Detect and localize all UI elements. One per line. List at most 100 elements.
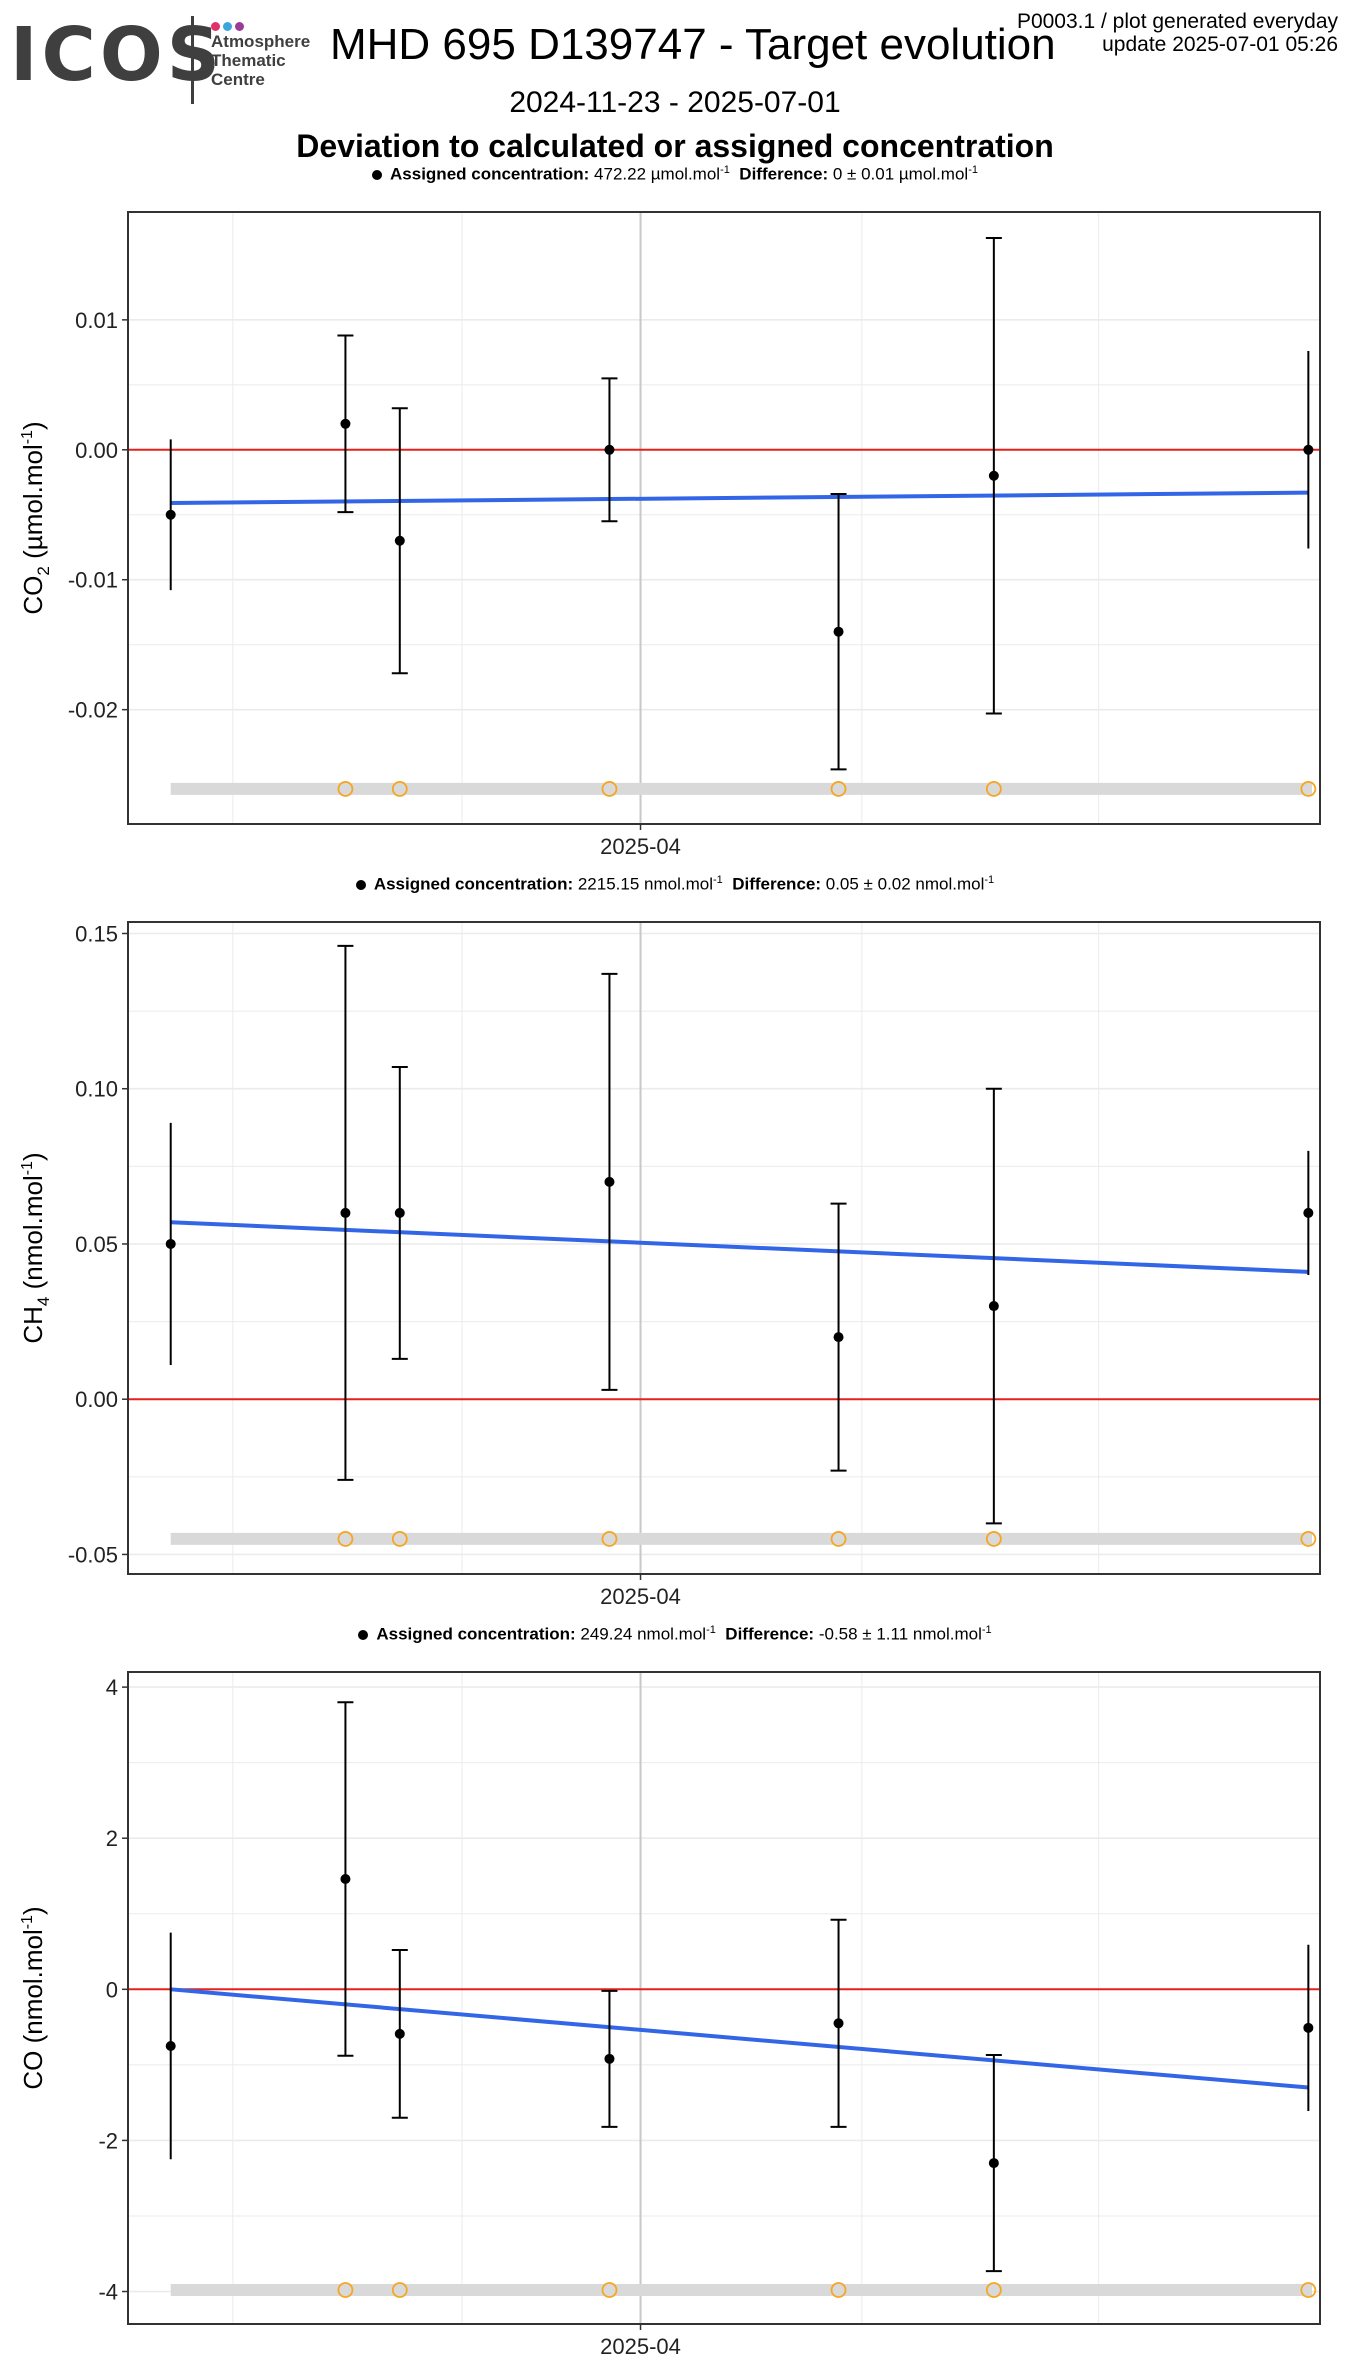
logo-dot [211, 22, 220, 31]
data-point [833, 2018, 844, 2029]
legend-assigned-label: Assigned concentration: [390, 164, 595, 184]
y-tick-label: 0.00 [75, 438, 118, 463]
legend-difference-exp: -1 [968, 164, 978, 176]
legend: Assigned concentration: 249.24 nmol.mol -… [0, 1624, 1350, 1645]
reference-marker [985, 1531, 1002, 1547]
y-tick-label: 0.01 [75, 308, 118, 333]
y-axis-unit: (nmol.mol [18, 1175, 48, 1296]
data-point [394, 2028, 405, 2039]
date-range: 2024-11-23 - 2025-07-01 [509, 86, 841, 119]
data-point [1303, 2022, 1314, 2033]
legend-difference-exp: -1 [984, 874, 995, 886]
plot-frame [127, 1671, 1321, 2325]
data-point [340, 1207, 351, 1218]
y-tick-label: -0.05 [68, 1542, 118, 1567]
data-point [833, 626, 844, 637]
legend-difference-label: Difference: [722, 874, 826, 894]
meta-generated: P0003.1 / plot generated everyday [1016, 10, 1338, 33]
trend-line [170, 1987, 1309, 2090]
reference-marker [337, 1531, 354, 1547]
x-tick-label: 2025-04 [600, 1584, 681, 1609]
data-point [988, 1301, 999, 1312]
trend-line [170, 490, 1309, 506]
trend-line [170, 1220, 1309, 1274]
logo-subtext: Atmosphere Thematic Centre [211, 32, 311, 89]
page-title: MHD 695 D139747 - Target evolution [330, 20, 1056, 69]
y-tick-label: 0.15 [75, 921, 118, 946]
legend-assigned-label: Assigned concentration: [373, 874, 578, 894]
data-point [1303, 444, 1314, 455]
y-axis-exponent: -1 [19, 1915, 36, 1929]
legend: Assigned concentration: 472.22 µmol.mol-… [0, 164, 1350, 185]
y-axis-unit: (µmol.mol [18, 444, 48, 566]
legend-difference-value: -0.58 ± 1.11 nmol.mol [818, 1624, 982, 1644]
plot-area [128, 1672, 1320, 2324]
reference-marker [830, 781, 847, 797]
reference-marker [601, 2282, 618, 2298]
y-axis-species: CO [18, 576, 48, 615]
reference-marker [1300, 2282, 1317, 2298]
y-axis-label: CH4 (nmol.mol-1) [18, 1152, 53, 1343]
data-point [988, 470, 999, 481]
legend-assigned-exp: -1 [712, 874, 723, 886]
y-axis-close: ) [18, 1152, 48, 1161]
y-tick-label: 4 [106, 1675, 118, 1700]
chart-svg: 0.15 0.10 0.05 0.00 -0.05 2025-04 CH4 (nmol.mo… [18, 921, 1321, 1609]
reference-marker [830, 1531, 847, 1547]
x-tick-label: 2025-04 [600, 2334, 681, 2359]
y-tick-label: -4 [98, 2280, 118, 2305]
legend-difference-label: Difference: [729, 164, 833, 184]
y-axis-close: ) [18, 1906, 48, 1915]
y-axis-exponent: -1 [19, 430, 36, 444]
legend-assigned-value: 2215.15 nmol.mol [577, 874, 713, 894]
reference-marker [391, 1531, 408, 1547]
y-axis-subscript: 2 [34, 566, 53, 575]
data-point [340, 418, 351, 429]
data-point [394, 535, 405, 546]
data-point [165, 2040, 176, 2051]
x-tick-label: 2025-04 [600, 834, 681, 859]
y-axis-label: CO (nmol.mol-1) [18, 1906, 48, 2089]
reference-marker [985, 2282, 1002, 2298]
legend-assigned-label: Assigned concentration: [376, 1624, 581, 1644]
data-point [988, 2158, 999, 2169]
y-axis-close: ) [18, 421, 48, 430]
y-tick-label: 0.10 [75, 1077, 118, 1102]
data-point [604, 444, 615, 455]
reference-marker [391, 781, 408, 797]
y-tick-label: -2 [98, 2128, 118, 2153]
reference-marker [601, 781, 618, 797]
legend-marker [358, 1630, 369, 1641]
chart-panel-3: Assigned concentration: 249.24 nmol.mol -… [0, 1620, 1350, 2364]
logo-wordmark: ICOS [10, 12, 225, 98]
reference-marker [1300, 1531, 1317, 1547]
legend-difference-exp: -1 [981, 1624, 992, 1636]
data-point [833, 1332, 844, 1343]
chart-subtitle: Deviation to calculated or assigned conc… [296, 128, 1054, 164]
legend-difference-value: 0.05 ± 0.02 nmol.mol [825, 874, 985, 894]
reference-marker [830, 2282, 847, 2298]
data-point [165, 509, 176, 520]
data-point [340, 1874, 351, 1885]
y-tick-label: -0.02 [68, 698, 118, 723]
reference-marker [601, 1531, 618, 1547]
legend-assigned-value: 472.22 µmol.mol [594, 164, 721, 184]
logo-dot [235, 22, 244, 31]
legend-difference-label: Difference: [715, 1624, 819, 1644]
y-axis-label: CO2 (µmol.mol-1) [18, 421, 53, 614]
legend-assigned-exp: -1 [720, 164, 730, 176]
chart-panel-2: Assigned concentration: 2215.15 nmol.mol… [0, 870, 1350, 1614]
data-point [604, 1176, 615, 1187]
y-tick-label: 2 [106, 1826, 118, 1851]
chart-panel-1: Assigned concentration: 472.22 µmol.mol-… [0, 160, 1350, 864]
legend: Assigned concentration: 2215.15 nmol.mol… [0, 874, 1350, 895]
reference-marker [985, 781, 1002, 797]
plot-meta: P0003.1 / plot generated everyday update… [1017, 10, 1338, 56]
logo-dots [211, 18, 247, 36]
header: ICOS Atmosphere Thematic Centre MHD 695 D1… [0, 0, 1350, 200]
y-tick-label: 0 [106, 1977, 118, 2002]
data-point [394, 1207, 405, 1218]
meta-update: update 2025-07-01 05:26 [1102, 33, 1338, 56]
y-tick-label: -0.01 [68, 568, 118, 593]
legend-assigned-value: 249.24 nmol.mol [580, 1624, 707, 1644]
